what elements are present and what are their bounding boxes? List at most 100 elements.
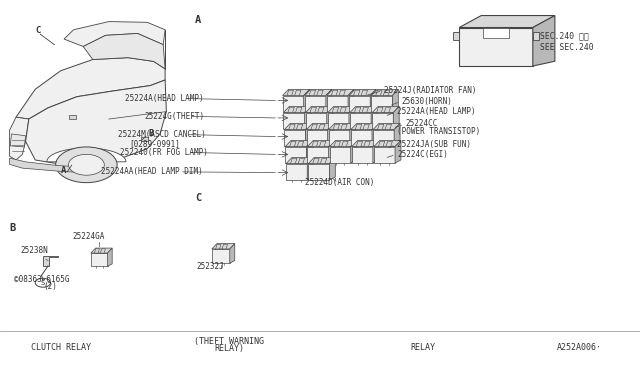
Polygon shape bbox=[327, 89, 354, 96]
Polygon shape bbox=[355, 107, 361, 113]
Polygon shape bbox=[372, 124, 378, 146]
Polygon shape bbox=[330, 140, 356, 147]
Polygon shape bbox=[349, 106, 355, 129]
Polygon shape bbox=[371, 96, 392, 112]
Text: CLUTCH RELAY: CLUTCH RELAY bbox=[31, 343, 91, 352]
Polygon shape bbox=[333, 124, 340, 129]
Text: 25224M(ASCD CANCEL): 25224M(ASCD CANCEL) bbox=[118, 130, 206, 139]
Polygon shape bbox=[321, 158, 327, 164]
Polygon shape bbox=[376, 90, 382, 96]
Polygon shape bbox=[348, 89, 354, 112]
Polygon shape bbox=[305, 89, 332, 96]
Text: 25224J(RADIATOR FAN): 25224J(RADIATOR FAN) bbox=[384, 86, 477, 94]
Polygon shape bbox=[349, 96, 370, 112]
Text: 25224JA(SUB FUN): 25224JA(SUB FUN) bbox=[397, 140, 472, 149]
Polygon shape bbox=[384, 107, 390, 113]
Polygon shape bbox=[327, 106, 333, 129]
Polygon shape bbox=[313, 158, 319, 164]
Polygon shape bbox=[64, 22, 165, 46]
Polygon shape bbox=[298, 158, 305, 164]
Text: 25238N: 25238N bbox=[20, 246, 48, 255]
Text: (2): (2) bbox=[43, 282, 57, 291]
Polygon shape bbox=[304, 89, 310, 112]
Polygon shape bbox=[328, 140, 335, 163]
Text: 25224A(HEAD LAMP): 25224A(HEAD LAMP) bbox=[397, 107, 476, 116]
Polygon shape bbox=[362, 107, 369, 113]
Polygon shape bbox=[532, 16, 555, 66]
Polygon shape bbox=[296, 107, 302, 113]
Polygon shape bbox=[26, 80, 166, 164]
Polygon shape bbox=[385, 124, 392, 129]
Text: C: C bbox=[35, 26, 40, 35]
Polygon shape bbox=[363, 124, 369, 129]
Text: B: B bbox=[148, 129, 154, 138]
Text: RELAY): RELAY) bbox=[214, 344, 244, 353]
Polygon shape bbox=[374, 140, 401, 147]
Polygon shape bbox=[108, 248, 112, 266]
Polygon shape bbox=[394, 124, 400, 146]
Text: A: A bbox=[61, 166, 66, 175]
Polygon shape bbox=[317, 90, 323, 96]
Polygon shape bbox=[284, 129, 305, 146]
Polygon shape bbox=[483, 28, 509, 38]
Polygon shape bbox=[378, 141, 385, 147]
Polygon shape bbox=[351, 129, 372, 146]
Text: 25630(HORN): 25630(HORN) bbox=[402, 97, 452, 106]
Polygon shape bbox=[378, 124, 384, 129]
Polygon shape bbox=[307, 140, 335, 147]
Polygon shape bbox=[307, 147, 328, 163]
Polygon shape bbox=[94, 249, 99, 253]
Polygon shape bbox=[392, 89, 398, 112]
Polygon shape bbox=[329, 124, 356, 129]
Polygon shape bbox=[285, 147, 307, 163]
Text: 25232J: 25232J bbox=[196, 262, 224, 270]
Polygon shape bbox=[350, 124, 356, 146]
Polygon shape bbox=[386, 141, 392, 147]
Polygon shape bbox=[383, 90, 390, 96]
Polygon shape bbox=[328, 106, 355, 113]
Polygon shape bbox=[212, 249, 230, 263]
Polygon shape bbox=[372, 113, 393, 129]
Polygon shape bbox=[356, 141, 363, 147]
Polygon shape bbox=[307, 157, 313, 180]
Polygon shape bbox=[294, 90, 301, 96]
Polygon shape bbox=[216, 244, 221, 249]
Polygon shape bbox=[311, 124, 317, 129]
Polygon shape bbox=[10, 134, 26, 147]
Polygon shape bbox=[361, 90, 367, 96]
Polygon shape bbox=[339, 90, 346, 96]
Polygon shape bbox=[342, 141, 348, 147]
Polygon shape bbox=[350, 106, 377, 113]
Text: C: C bbox=[195, 193, 202, 203]
Circle shape bbox=[56, 147, 117, 183]
Polygon shape bbox=[306, 113, 327, 129]
Text: 25224A(HEAD LAMP): 25224A(HEAD LAMP) bbox=[125, 94, 204, 103]
Polygon shape bbox=[340, 107, 346, 113]
Polygon shape bbox=[317, 107, 324, 113]
Polygon shape bbox=[371, 106, 377, 129]
Polygon shape bbox=[373, 124, 400, 129]
Polygon shape bbox=[326, 89, 332, 112]
Circle shape bbox=[68, 154, 104, 175]
Polygon shape bbox=[291, 158, 297, 164]
Polygon shape bbox=[334, 141, 340, 147]
Polygon shape bbox=[460, 28, 532, 66]
Polygon shape bbox=[373, 140, 379, 163]
Text: [0289-0991]: [0289-0991] bbox=[129, 139, 180, 148]
Polygon shape bbox=[332, 90, 338, 96]
Text: 25224AA(HEAD LAMP DIM): 25224AA(HEAD LAMP DIM) bbox=[101, 167, 203, 176]
Polygon shape bbox=[307, 140, 312, 163]
Polygon shape bbox=[91, 253, 108, 266]
Polygon shape bbox=[371, 89, 398, 96]
Polygon shape bbox=[350, 113, 371, 129]
Text: A252A006·: A252A006· bbox=[557, 343, 602, 352]
Polygon shape bbox=[319, 141, 326, 147]
Polygon shape bbox=[284, 113, 305, 129]
Polygon shape bbox=[370, 89, 376, 112]
Polygon shape bbox=[352, 147, 373, 163]
Polygon shape bbox=[374, 147, 395, 163]
Polygon shape bbox=[10, 158, 90, 173]
Polygon shape bbox=[230, 244, 235, 263]
Text: 252240(FR FOG LAMP): 252240(FR FOG LAMP) bbox=[120, 148, 208, 157]
Polygon shape bbox=[393, 106, 399, 129]
